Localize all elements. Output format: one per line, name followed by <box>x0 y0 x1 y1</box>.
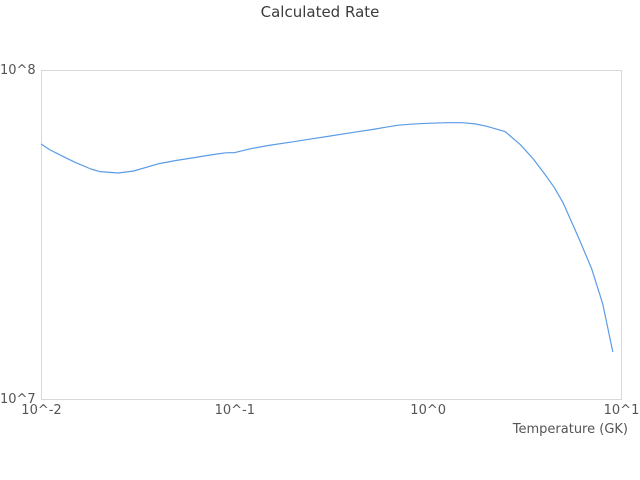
y-tick-label: 10^8 <box>0 62 36 78</box>
chart-title: Calculated Rate <box>260 3 380 21</box>
x-tick-label: 10^0 <box>410 403 447 418</box>
x-tick-label: 10^1 <box>603 403 640 418</box>
x-tick-label: 10^-2 <box>21 403 62 418</box>
rate-curve <box>40 122 614 352</box>
plot-border <box>41 70 622 400</box>
x-tick-label: 10^-1 <box>214 403 256 418</box>
x-axis-title: Temperature (GK) <box>512 422 628 437</box>
y-tick-label: 10^7 <box>0 391 36 407</box>
